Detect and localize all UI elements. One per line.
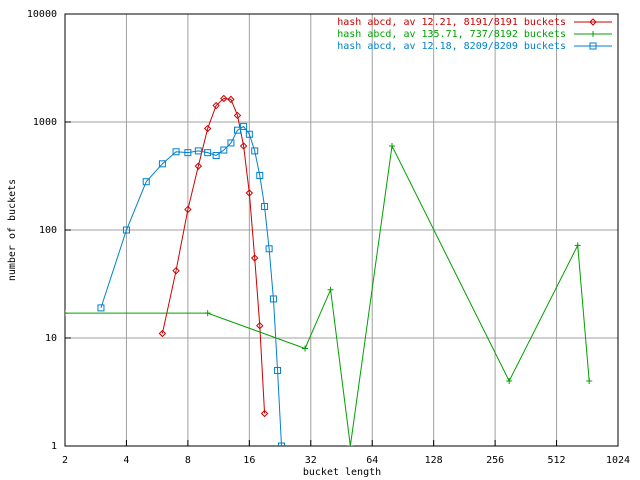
x-tick-label: 32 — [305, 455, 317, 466]
point — [278, 442, 286, 446]
point — [250, 254, 259, 262]
legend-label: hash abcd, av 135.71, 737/8192 buckets — [337, 29, 566, 40]
point — [203, 124, 212, 133]
point — [260, 409, 269, 418]
x-tick-label: 1024 — [606, 455, 630, 466]
x-tick-label: 2 — [62, 455, 68, 466]
x-tick-label: 64 — [366, 455, 378, 466]
point — [274, 367, 282, 375]
point — [158, 329, 167, 338]
point — [261, 203, 269, 211]
y-tick-label: 100 — [39, 225, 57, 236]
point — [122, 226, 130, 234]
point — [327, 286, 334, 293]
legend-marker — [589, 42, 597, 50]
y-tick-label: 1000 — [33, 117, 57, 128]
x-tick-label: 8 — [185, 455, 191, 466]
point — [142, 178, 150, 186]
point — [220, 94, 228, 103]
point — [172, 266, 180, 275]
legend-marker — [589, 18, 597, 26]
point — [389, 142, 396, 149]
point — [506, 377, 513, 384]
point — [245, 189, 254, 197]
point — [204, 310, 211, 317]
plot-area — [65, 94, 593, 446]
y-tick-label: 10000 — [27, 9, 57, 20]
point — [251, 147, 259, 155]
y-tick-label: 10 — [45, 333, 57, 344]
point — [194, 147, 202, 155]
legend-marker — [590, 31, 596, 37]
x-axis-label: bucket length — [303, 467, 381, 478]
point — [184, 149, 192, 157]
series-line — [100, 125, 283, 446]
point — [256, 171, 264, 179]
point — [586, 377, 593, 384]
point — [347, 443, 354, 446]
point — [194, 162, 203, 170]
x-tick-label: 4 — [123, 455, 129, 466]
legend-label: hash abcd, av 12.21, 8191/8191 buckets — [337, 17, 566, 28]
series-line — [161, 97, 266, 414]
x-tick-label: 128 — [425, 455, 443, 466]
point — [97, 304, 105, 312]
x-tick-label: 512 — [548, 455, 566, 466]
point — [204, 149, 212, 157]
point — [65, 310, 68, 317]
point — [233, 111, 242, 120]
point — [172, 148, 180, 156]
point — [574, 242, 581, 249]
point — [184, 205, 192, 214]
y-tick-label: 1 — [51, 441, 57, 452]
x-tick-label: 256 — [486, 455, 504, 466]
plot-frame — [64, 13, 619, 447]
point — [158, 160, 166, 168]
point — [256, 321, 264, 330]
point — [240, 122, 248, 130]
point — [220, 146, 228, 154]
point — [245, 130, 253, 138]
point — [239, 142, 248, 150]
point — [265, 245, 273, 253]
point — [269, 295, 277, 303]
series-line — [65, 144, 590, 446]
point — [227, 139, 235, 147]
point — [212, 151, 220, 159]
legend-label: hash abcd, av 12.18, 8209/8209 buckets — [337, 41, 566, 52]
x-tick-label: 16 — [243, 455, 255, 466]
point — [227, 95, 235, 104]
point — [302, 345, 309, 352]
y-axis-label: number of buckets — [7, 179, 18, 281]
point — [233, 126, 241, 134]
point — [212, 101, 220, 110]
